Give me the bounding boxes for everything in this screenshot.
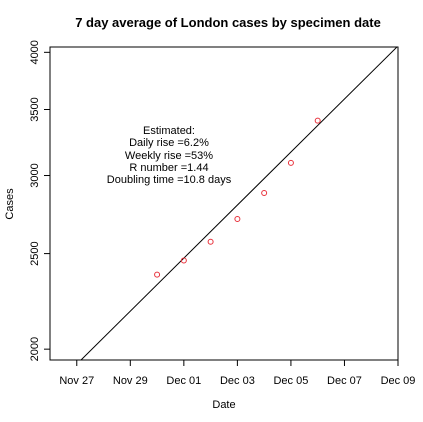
y-tick-label: 4000 xyxy=(29,40,41,64)
x-tick-label: Dec 03 xyxy=(220,375,255,387)
chart-title: 7 day average of London cases by specime… xyxy=(75,15,381,30)
annotation-line: R number =1.44 xyxy=(129,162,208,174)
y-tick-label: 2500 xyxy=(29,241,41,265)
annotation-line: Doubling time =10.8 days xyxy=(107,174,232,186)
y-tick-label: 3500 xyxy=(29,97,41,121)
data-point xyxy=(261,190,268,197)
x-tick-label: Dec 01 xyxy=(166,375,201,387)
data-point xyxy=(287,159,294,166)
y-axis: 2000 2500 3000 3500 4000 xyxy=(29,40,50,361)
x-tick-label: Nov 27 xyxy=(59,375,94,387)
annotation-line: Estimated: xyxy=(143,125,195,137)
x-tick-label: Dec 09 xyxy=(381,375,416,387)
y-axis-label: Cases xyxy=(4,188,16,220)
annotation-line: Weekly rise =53% xyxy=(125,150,213,162)
y-tick-label: 2000 xyxy=(29,337,41,361)
x-tick-label: Dec 05 xyxy=(273,375,308,387)
data-point xyxy=(207,238,214,245)
y-tick-label: 3000 xyxy=(29,163,41,187)
x-tick-label: Dec 07 xyxy=(327,375,362,387)
x-axis: Nov 27 Nov 29 Dec 01 Dec 03 Dec 05 Dec 07 Dec … xyxy=(59,360,415,387)
annotation-line: Daily rise =6.2% xyxy=(129,137,209,149)
data-point xyxy=(234,216,241,223)
estimate-annotation: Estimated: Daily rise =6.2% Weekly rise … xyxy=(107,125,232,186)
data-point xyxy=(180,257,187,264)
plot-area-frame xyxy=(49,46,399,361)
data-point xyxy=(314,117,321,124)
fit-line xyxy=(80,47,398,360)
x-axis-label: Date xyxy=(212,399,235,411)
data-point xyxy=(154,271,161,278)
x-tick-label: Nov 29 xyxy=(113,375,148,387)
